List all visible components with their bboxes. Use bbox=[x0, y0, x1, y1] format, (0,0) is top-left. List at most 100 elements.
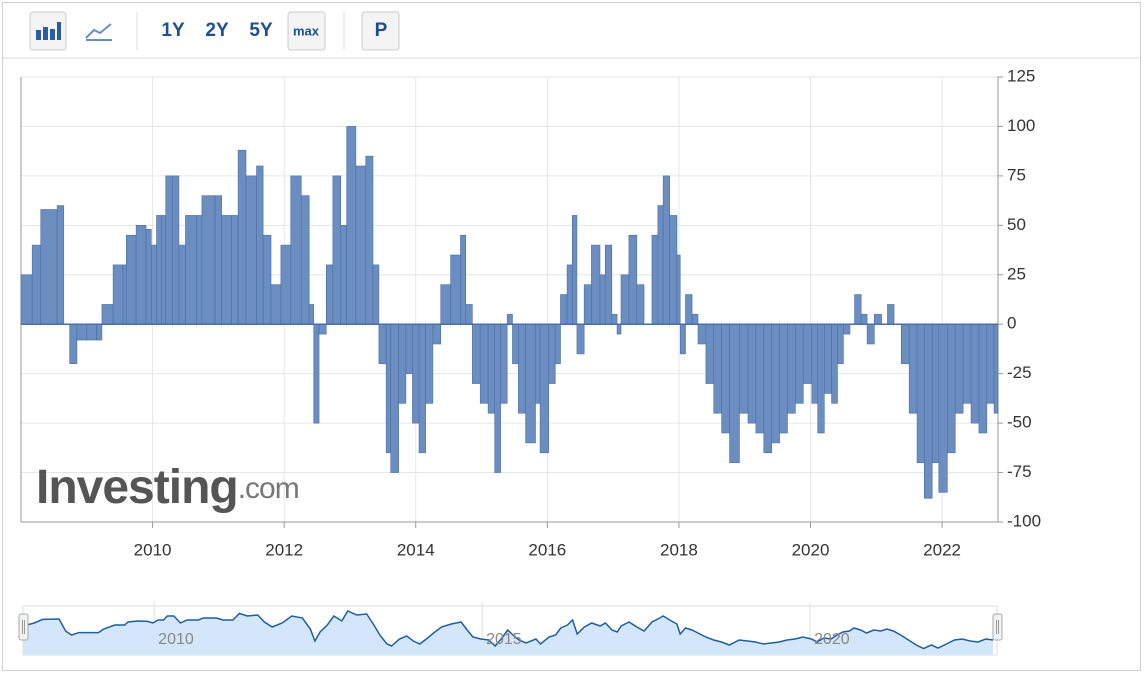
bar bbox=[432, 323, 442, 345]
bar bbox=[739, 323, 749, 414]
bar bbox=[365, 155, 374, 325]
bar bbox=[405, 323, 413, 374]
bar bbox=[512, 323, 519, 365]
watermark-brand: Investing bbox=[36, 461, 238, 514]
bar bbox=[150, 244, 157, 325]
bar bbox=[156, 215, 163, 325]
bar bbox=[262, 234, 272, 325]
bar bbox=[270, 284, 282, 325]
bar bbox=[340, 225, 347, 325]
y-tick-label: -75 bbox=[1007, 462, 1032, 481]
bar bbox=[908, 323, 918, 414]
bar bbox=[479, 323, 489, 404]
bar bbox=[787, 323, 796, 414]
bar bbox=[887, 304, 895, 325]
bar bbox=[916, 323, 925, 463]
y-tick-label: -100 bbox=[1007, 511, 1041, 530]
x-tick-label: 2020 bbox=[792, 540, 830, 559]
bar bbox=[487, 323, 495, 414]
bar bbox=[290, 175, 302, 325]
bar bbox=[525, 323, 536, 444]
y-tick-label: 75 bbox=[1007, 165, 1026, 184]
x-tick-label: 2012 bbox=[265, 540, 303, 559]
bar bbox=[112, 264, 124, 325]
bar bbox=[831, 323, 838, 404]
bar bbox=[611, 314, 618, 325]
bar bbox=[837, 323, 844, 365]
bar bbox=[721, 323, 730, 434]
bar bbox=[355, 165, 367, 325]
max-button-box[interactable] bbox=[287, 11, 326, 51]
p-button-box[interactable] bbox=[361, 11, 400, 51]
navigator-tick-label: 2020 bbox=[814, 631, 850, 648]
bar bbox=[40, 209, 58, 325]
bar bbox=[954, 323, 964, 414]
bar bbox=[172, 175, 180, 325]
bar bbox=[599, 274, 606, 325]
y-tick-label: 0 bbox=[1007, 314, 1016, 333]
bar bbox=[931, 323, 940, 463]
bar bbox=[313, 323, 320, 424]
watermark: Investing.com bbox=[36, 461, 299, 514]
line-chart-button[interactable] bbox=[80, 12, 116, 50]
bar bbox=[214, 195, 222, 325]
bar bbox=[318, 323, 327, 335]
navigator-handle[interactable] bbox=[18, 613, 29, 641]
bar bbox=[691, 314, 699, 325]
bar bbox=[843, 323, 851, 335]
bar bbox=[418, 323, 426, 454]
bar bbox=[817, 323, 825, 434]
bar bbox=[755, 323, 765, 434]
navigator-handle[interactable] bbox=[992, 613, 1003, 641]
bar bbox=[76, 323, 88, 341]
bar bbox=[779, 323, 788, 434]
bar bbox=[472, 323, 481, 384]
bar bbox=[440, 284, 451, 325]
bar bbox=[101, 304, 114, 325]
bar bbox=[256, 165, 264, 325]
bar bbox=[125, 234, 137, 325]
x-tick-label: 2016 bbox=[528, 540, 566, 559]
bar bbox=[161, 215, 167, 325]
bar bbox=[518, 323, 526, 414]
bar bbox=[332, 175, 342, 325]
bar bbox=[412, 323, 420, 424]
bar-icon bbox=[36, 22, 61, 40]
x-tick-label: 2014 bbox=[397, 540, 435, 559]
range-button[interactable]: 1Y bbox=[161, 20, 185, 41]
bar bbox=[378, 323, 387, 365]
bar bbox=[539, 323, 549, 454]
bar bbox=[280, 244, 292, 325]
bar bbox=[651, 234, 659, 325]
bar bbox=[398, 323, 407, 404]
bar bbox=[924, 323, 933, 499]
bar bbox=[705, 323, 715, 384]
bar bbox=[86, 323, 97, 341]
range-button[interactable]: max bbox=[293, 23, 320, 38]
bar bbox=[465, 304, 473, 325]
x-tick-label: 2018 bbox=[660, 540, 698, 559]
bar bbox=[662, 175, 671, 325]
range-button[interactable]: 5Y bbox=[249, 20, 273, 41]
bar bbox=[554, 323, 561, 365]
bar bbox=[970, 323, 980, 424]
y-tick-label: 25 bbox=[1007, 264, 1026, 283]
p-button[interactable]: P bbox=[375, 20, 388, 41]
bar bbox=[231, 215, 239, 325]
bar bbox=[572, 215, 578, 325]
bar bbox=[390, 323, 399, 473]
bar bbox=[947, 323, 956, 454]
bar bbox=[697, 323, 707, 345]
bar bbox=[676, 254, 681, 325]
bar bbox=[165, 175, 173, 325]
bar bbox=[685, 294, 693, 325]
x-tick-label: 2022 bbox=[923, 540, 961, 559]
bar bbox=[20, 274, 33, 325]
bar bbox=[237, 149, 247, 325]
bar bbox=[122, 264, 127, 325]
range-button[interactable]: 2Y bbox=[205, 20, 229, 41]
bar bbox=[494, 323, 501, 473]
bar bbox=[346, 126, 357, 325]
